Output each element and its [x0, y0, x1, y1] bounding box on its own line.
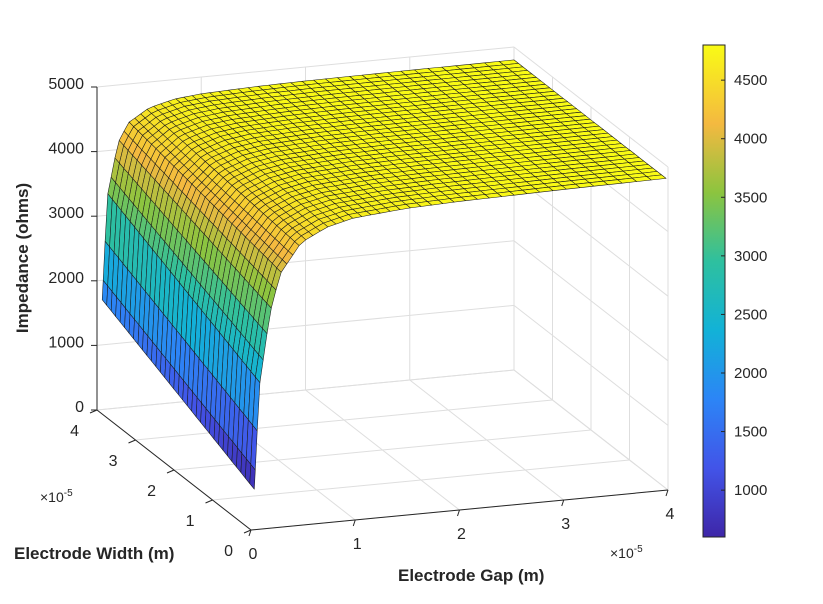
- back-wall-grid-line: [96, 369, 515, 411]
- colorbar-gradient: [702, 44, 726, 538]
- x-exponent-label: ×10-5: [610, 544, 643, 561]
- x-tick-mark: [248, 529, 252, 537]
- axes-layer: [89, 86, 669, 537]
- y-tick-label: 2: [147, 483, 156, 500]
- surface-layer: [101, 59, 667, 490]
- floor-grid-line: [212, 459, 630, 501]
- colorbar-tick-label: 2500: [734, 306, 767, 323]
- x-tick-label: 4: [666, 506, 675, 523]
- colorbar-tick-label: 3500: [734, 189, 767, 206]
- z-axis-label: Impedance (ohms): [13, 183, 32, 333]
- z-tick-label: 2000: [48, 270, 84, 287]
- colorbar-tick-label: 3000: [734, 248, 767, 265]
- back-wall-grid-line: [96, 46, 515, 88]
- x-tick-label: 2: [457, 526, 466, 543]
- z-tick-label: 4000: [48, 141, 84, 158]
- y-tick-label: 0: [224, 543, 233, 560]
- x-tick-mark: [665, 489, 669, 497]
- labels-layer: Impedance (ohms) Electrode Width (m) Ele…: [13, 76, 675, 585]
- y-tick-label: 3: [109, 453, 118, 470]
- colorbar-tick-label: 1500: [734, 424, 767, 441]
- x-tick-mark: [457, 509, 460, 517]
- z-tick-label: 0: [75, 399, 84, 416]
- colorbar-tick-label: 4500: [734, 72, 767, 89]
- x-tick-label: 1: [353, 536, 362, 553]
- y-tick-label: 1: [186, 513, 195, 530]
- y-tick-mark: [205, 499, 213, 504]
- y-tick-mark: [243, 529, 252, 534]
- x-tick-mark: [352, 519, 356, 527]
- x-tick-label: 0: [249, 546, 258, 563]
- y-tick-mark: [166, 469, 175, 474]
- y-tick-mark: [128, 439, 136, 444]
- colorbar-tick-label: 1000: [734, 482, 767, 499]
- x-tick-mark: [561, 499, 565, 507]
- z-tick-label: 3000: [48, 205, 84, 222]
- colorbar-ticks: 1000 1500 2000 2500 3000 3500 4000 4500: [721, 72, 767, 499]
- z-tick-label: 1000: [48, 334, 84, 351]
- colorbar-tick-label: 4000: [734, 131, 767, 148]
- y-tick-label: 4: [70, 423, 79, 440]
- z-tick-label: 5000: [48, 76, 84, 93]
- colorbar: 1000 1500 2000 2500 3000 3500 4000 4500: [702, 44, 767, 538]
- y-axis-label: Electrode Width (m): [14, 544, 174, 563]
- y-exponent-label: ×10-5: [40, 488, 73, 505]
- floor-grid-line: [135, 399, 553, 441]
- colorbar-tick-label: 2000: [734, 365, 767, 382]
- surface-patch: [249, 464, 256, 490]
- x-axis-label: Electrode Gap (m): [398, 566, 544, 585]
- x-tick-label: 3: [561, 516, 570, 533]
